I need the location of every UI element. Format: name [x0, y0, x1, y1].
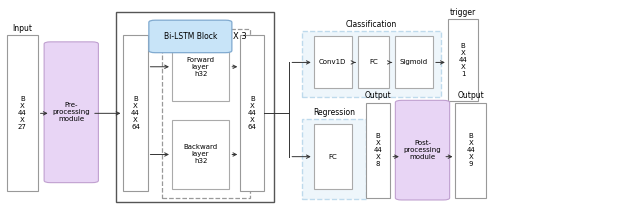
Text: FC: FC	[369, 60, 378, 65]
Text: Backward
layer
h32: Backward layer h32	[184, 145, 218, 165]
FancyBboxPatch shape	[314, 36, 352, 89]
FancyBboxPatch shape	[314, 124, 352, 189]
Text: Output: Output	[458, 91, 484, 100]
Text: Forward
layer
h32: Forward layer h32	[187, 57, 214, 77]
Text: B
X
44
X
27: B X 44 X 27	[18, 96, 27, 130]
FancyBboxPatch shape	[456, 102, 486, 198]
Text: trigger: trigger	[450, 8, 476, 17]
Text: Bi-LSTM Block: Bi-LSTM Block	[164, 32, 217, 41]
FancyBboxPatch shape	[124, 35, 148, 191]
FancyBboxPatch shape	[162, 29, 250, 198]
Text: FC: FC	[328, 154, 337, 160]
Text: X 3: X 3	[232, 32, 246, 41]
FancyBboxPatch shape	[396, 100, 450, 200]
Text: Classification: Classification	[346, 20, 397, 29]
FancyBboxPatch shape	[172, 32, 229, 101]
FancyBboxPatch shape	[302, 31, 442, 97]
FancyBboxPatch shape	[7, 35, 38, 191]
Text: B
X
44
X
1: B X 44 X 1	[459, 43, 467, 77]
FancyBboxPatch shape	[302, 119, 366, 199]
Text: Input: Input	[12, 24, 33, 33]
FancyBboxPatch shape	[172, 120, 229, 189]
Text: B
X
44
X
64: B X 44 X 64	[248, 96, 257, 130]
Text: Post-
processing
module: Post- processing module	[404, 140, 442, 160]
Text: Conv1D: Conv1D	[319, 60, 346, 65]
Text: B
X
44
X
8: B X 44 X 8	[374, 133, 383, 167]
FancyBboxPatch shape	[366, 102, 390, 198]
FancyBboxPatch shape	[116, 12, 274, 202]
FancyBboxPatch shape	[44, 42, 99, 183]
FancyBboxPatch shape	[240, 35, 264, 191]
Text: Pre-
processing
module: Pre- processing module	[52, 102, 90, 122]
Text: Output: Output	[365, 91, 392, 100]
Text: Sigmoid: Sigmoid	[400, 60, 428, 65]
Text: B
X
44
X
64: B X 44 X 64	[131, 96, 140, 130]
FancyBboxPatch shape	[358, 36, 389, 89]
FancyBboxPatch shape	[149, 20, 232, 53]
FancyBboxPatch shape	[448, 19, 478, 101]
Text: Regression: Regression	[313, 107, 355, 117]
Text: B
X
44
X
9: B X 44 X 9	[467, 133, 475, 167]
FancyBboxPatch shape	[395, 36, 433, 89]
